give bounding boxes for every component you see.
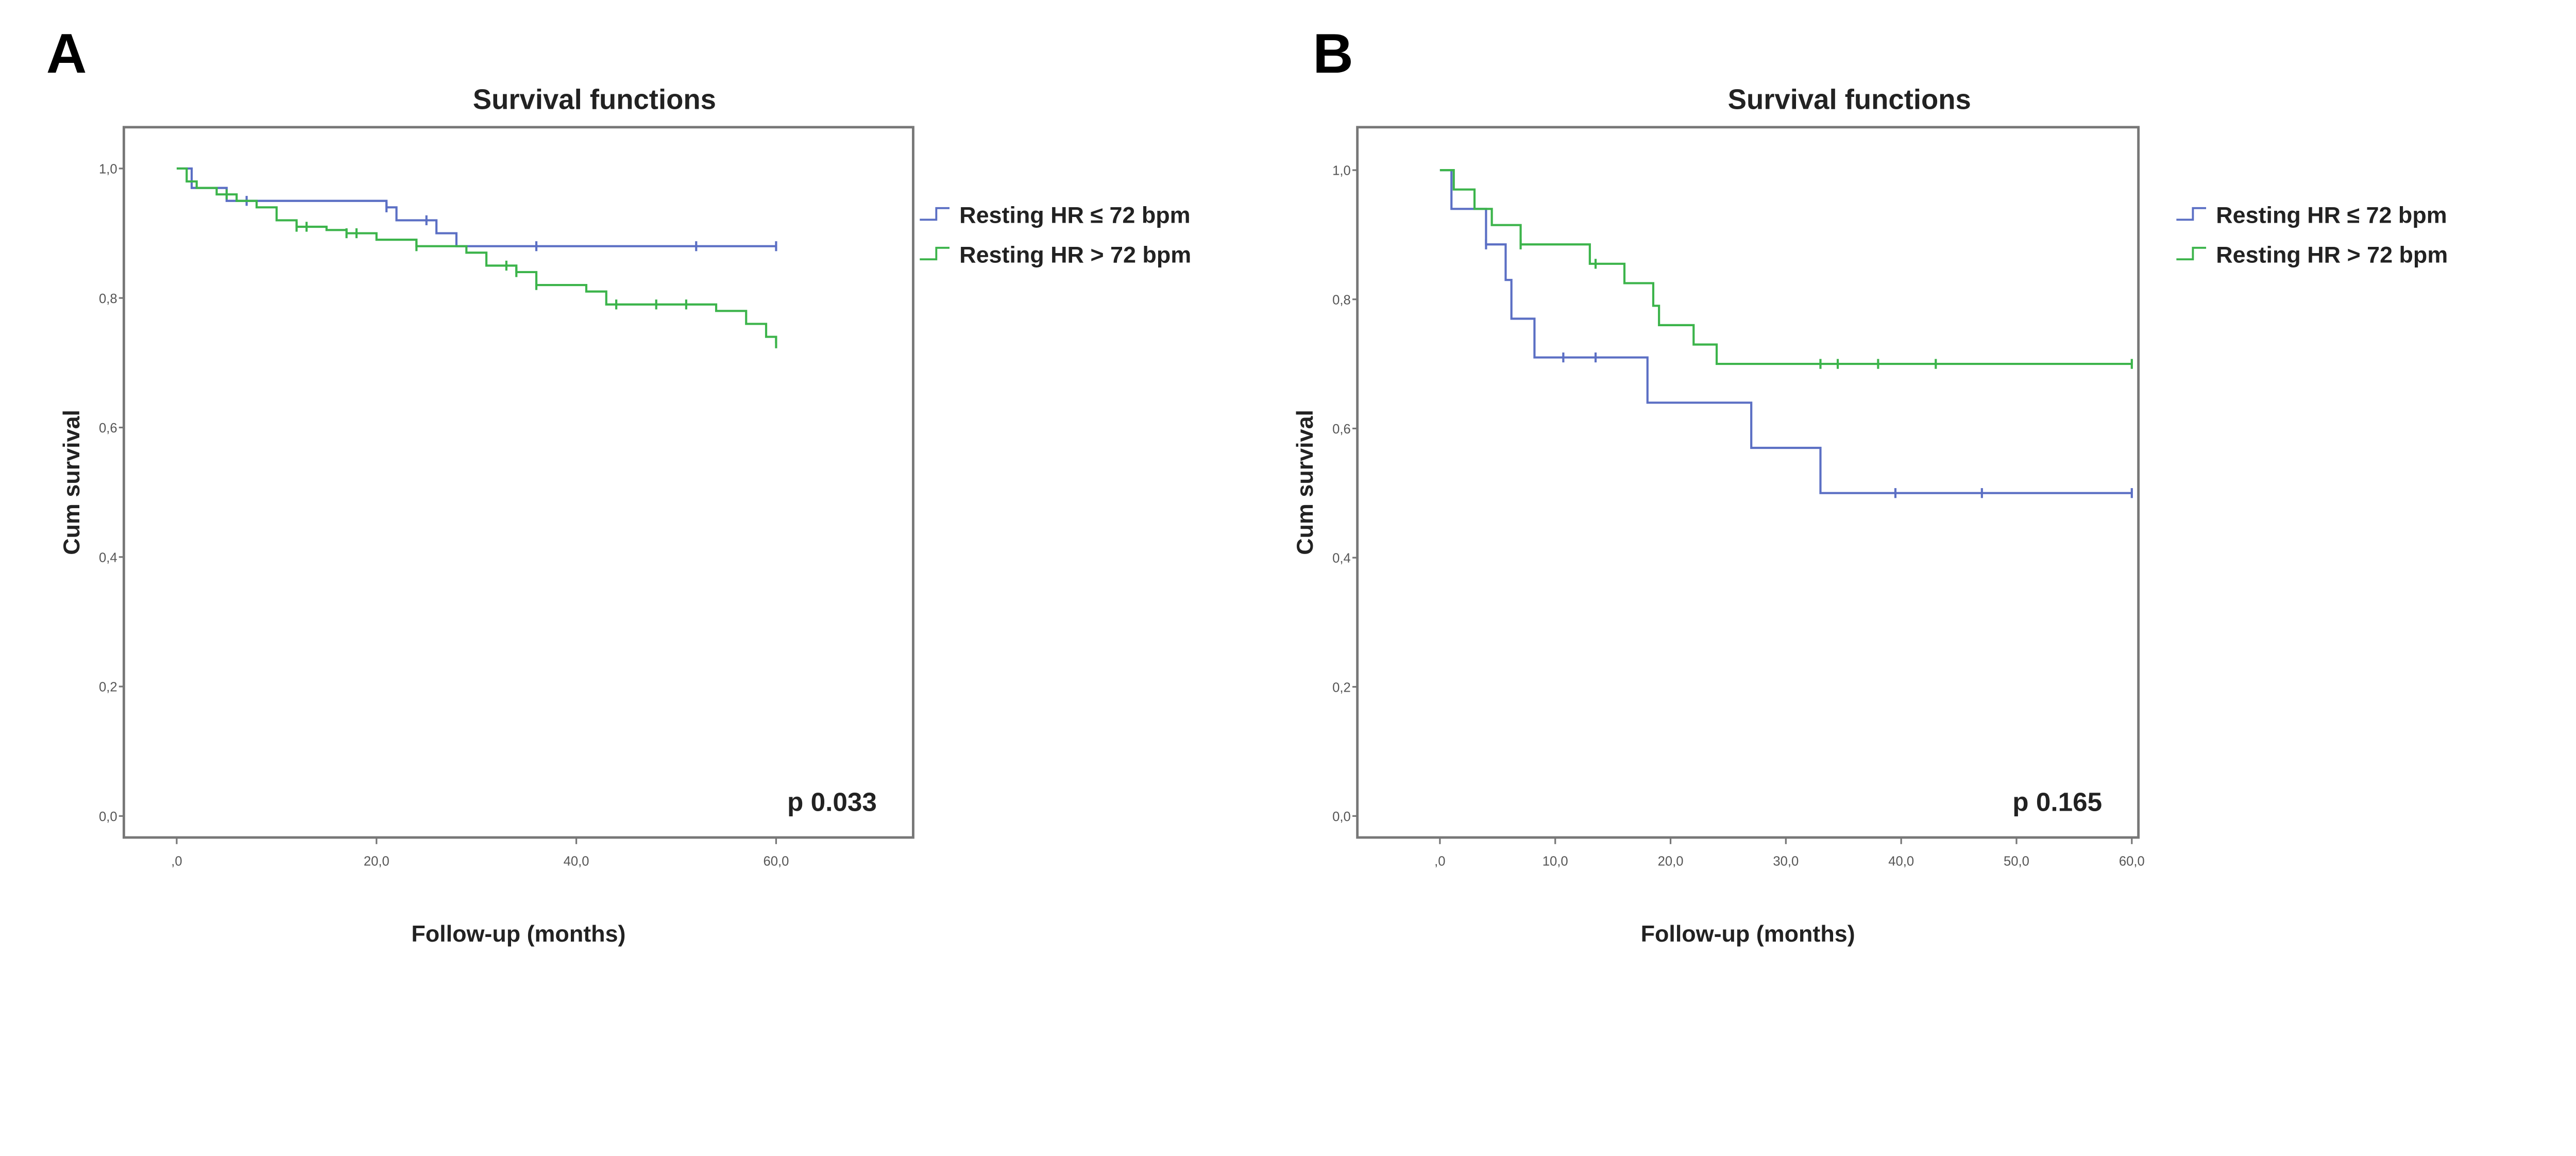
panel-letter: A [46,22,87,85]
y-tick-label: 0,2 [1332,680,1351,695]
plot-frame [1356,126,2140,839]
panel-b: B Survival functions 0,0 0,2 0,4 0,6 0,8 1,0 ,0 1… [1292,22,2448,947]
x-tick-label: 20,0 [364,854,389,868]
legend-swatch [2176,207,2207,221]
y-tick-label: 0,0 [99,810,117,824]
legend-swatch [2176,246,2207,261]
chart-title: Survival functions [1728,84,1971,115]
y-tick-label: 0,0 [1332,810,1351,824]
y-tick-label: 0,8 [1332,293,1351,307]
panel-letter: B [1313,22,1353,85]
y-tick-label: 0,2 [99,680,117,695]
legend-label: Resting HR > 72 bpm [959,242,1191,268]
y-tick-label: 0,4 [99,550,117,565]
x-tick-label: 30,0 [1773,854,1799,868]
y-tick-label: 0,6 [1332,422,1351,437]
x-tick-label: 40,0 [564,854,589,868]
legend-swatch [920,246,950,261]
figure: A Survival functions 0,0 0,2 0,4 0,6 0,8 1,0 ,0 2… [46,22,2448,947]
legend-label: Resting HR ≤ 72 bpm [959,202,1190,228]
x-axis-label: Follow-up (months) [411,920,625,947]
y-tick-label: 1,0 [1332,164,1351,178]
y-tick-label: 1,0 [99,162,117,177]
x-tick-label: 10,0 [1543,854,1568,868]
y-tick-label: 0,4 [1332,551,1351,566]
panel-a: A Survival functions 0,0 0,2 0,4 0,6 0,8 1,0 ,0 2… [46,22,1191,947]
x-tick-label: 60,0 [2119,854,2145,868]
legend-label: Resting HR > 72 bpm [2216,242,2448,268]
legend-label: Resting HR ≤ 72 bpm [2216,202,2447,228]
chart-title: Survival functions [473,84,716,115]
y-axis-label: Cum survival [58,410,84,555]
x-tick-label: 40,0 [1888,854,1914,868]
x-axis-label: Follow-up (months) [1641,920,1855,947]
x-tick-label: ,0 [1434,854,1445,868]
p-value-annotation: p 0.165 [2012,788,2102,817]
x-tick-label: 60,0 [763,854,789,868]
x-tick-label: 50,0 [2004,854,2029,868]
plot-frame [122,126,914,839]
legend-swatch [920,207,950,221]
y-axis-label: Cum survival [1292,410,1318,555]
p-value-annotation: p 0.033 [787,788,877,817]
x-tick-label: ,0 [171,854,182,868]
y-tick-label: 0,8 [99,292,117,306]
y-tick-label: 0,6 [99,421,117,435]
x-tick-label: 20,0 [1658,854,1684,868]
survival-curve-high-hr [1439,169,2132,365]
